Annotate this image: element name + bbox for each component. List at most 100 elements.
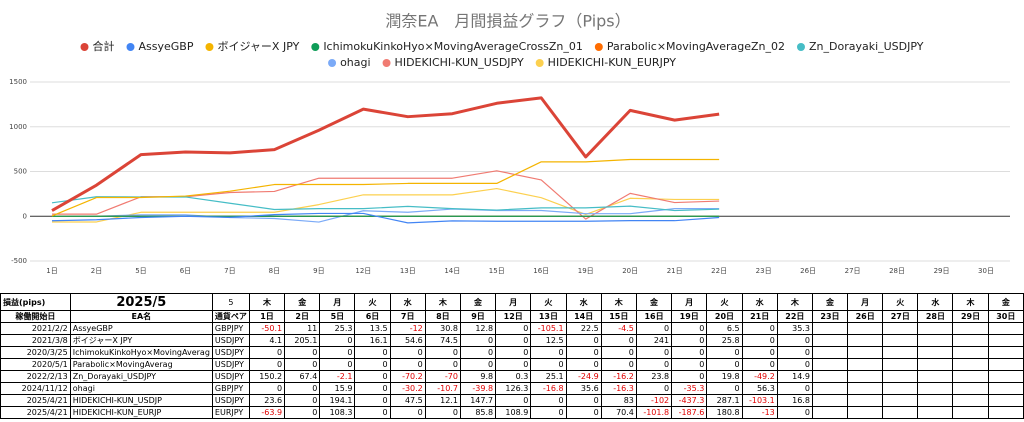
empty-cell <box>952 382 989 395</box>
empty-cell <box>847 406 884 419</box>
series-line <box>51 196 720 212</box>
x-tick-label: 7日 <box>224 267 235 275</box>
table-row: 損益(pips) 2025/5 5 木金月火水木金月火水木金月火水木金月火水木金 <box>0 293 1024 311</box>
pnl-value: -16.2 <box>600 370 637 383</box>
empty-cell <box>952 358 989 371</box>
pnl-value: 23.8 <box>635 370 673 383</box>
legend-item: HIDEKICHI-KUN_EURJPY <box>535 56 676 69</box>
pnl-value: 67.4 <box>284 370 321 383</box>
pnl-value: 25.3 <box>319 322 356 335</box>
pnl-value: 0 <box>530 346 567 359</box>
empty-cell <box>917 334 954 347</box>
currency-pair: USDJPY <box>211 358 250 371</box>
weekday-header: 月 <box>847 293 884 311</box>
empty-cell <box>847 382 884 395</box>
start-date: 2021/3/8 <box>0 334 71 347</box>
pnl-value: 0 <box>565 394 602 407</box>
weekday-header: 火 <box>882 293 919 311</box>
day-header: 23日 <box>811 310 849 323</box>
pnl-value: 12.8 <box>459 322 497 335</box>
start-date: 2020/5/1 <box>0 358 71 371</box>
empty-cell <box>882 370 919 383</box>
weekday-header: 火 <box>354 293 391 311</box>
ea-name: Zn_Dorayaki_USDJPY <box>69 370 213 383</box>
empty-cell <box>847 322 884 335</box>
pnl-value: 0 <box>565 346 602 359</box>
chart: 潤奈EA 月間損益グラフ（Pips） -500 0 500 1000 1500 1日 2日 5… <box>9 12 1010 275</box>
pnl-value: 0 <box>248 382 286 395</box>
day-header: 26日 <box>847 310 884 323</box>
legend-label: ohagi <box>340 56 370 69</box>
table-row: 稼働開始日 EA名 通貨ペア 1日 2日 5日 6日 7日 8日 9日 12日 13日 14日 15日 16… <box>0 310 1024 323</box>
y-tick-label: 1500 <box>9 78 27 86</box>
pnl-value: 0 <box>248 346 286 359</box>
pnl-value: -10.7 <box>424 382 461 395</box>
empty-cell <box>987 406 1024 419</box>
pnl-value: 0 <box>284 358 321 371</box>
legend-swatch <box>311 43 320 51</box>
x-tick-label: 23日 <box>756 267 772 275</box>
table-row: 2021/2/2 AssyeGBP GBPJPY -50.1 11 25.3 13.5 -12… <box>0 322 1024 335</box>
empty-cell <box>917 382 954 395</box>
pnl-value: 0 <box>319 334 356 347</box>
pnl-value: 0 <box>354 382 391 395</box>
pnl-value: -102 <box>635 394 673 407</box>
x-tick-label: 27日 <box>845 267 861 275</box>
pnl-value: 0.3 <box>495 370 532 383</box>
legend-item: 合計 <box>80 39 115 53</box>
weekday-header: 金 <box>811 293 849 311</box>
x-tick-label: 2日 <box>91 267 102 275</box>
start-date: 2021/2/2 <box>0 322 71 335</box>
day-header: 12日 <box>495 310 532 323</box>
pnl-value: 30.8 <box>424 322 461 335</box>
pnl-value: 0 <box>600 358 637 371</box>
day-header: 29日 <box>952 310 989 323</box>
day-header: 27日 <box>882 310 919 323</box>
legend-item: HIDEKICHI-KUN_USDJPY <box>382 56 524 69</box>
pnl-value: 0 <box>565 406 602 419</box>
x-tick-label: 13日 <box>400 267 416 275</box>
pnl-value: 108.3 <box>319 406 356 419</box>
empty-cell <box>917 322 954 335</box>
ea-name: Parabolic×MovingAverag <box>69 358 213 371</box>
weekday-header: 月 <box>495 293 532 311</box>
legend-swatch <box>205 43 214 51</box>
pnl-value: 0 <box>635 382 673 395</box>
x-tick-label: 8日 <box>269 267 280 275</box>
pnl-value: 11 <box>284 322 321 335</box>
empty-cell <box>847 346 884 359</box>
legend-swatch <box>126 43 135 51</box>
pnl-value: -50.1 <box>248 322 286 335</box>
pnl-value: 126.3 <box>495 382 532 395</box>
pnl-value: 56.3 <box>741 382 778 395</box>
pnl-value: -16.3 <box>600 382 637 395</box>
empty-cell <box>882 382 919 395</box>
day-header: 30日 <box>987 310 1024 323</box>
pnl-value: 150.2 <box>248 370 286 383</box>
pnl-value: 70.4 <box>600 406 637 419</box>
weekday-header: 木 <box>776 293 813 311</box>
pnl-value: 35.6 <box>565 382 602 395</box>
legend-item: AssyeGBP <box>126 40 194 53</box>
weekday-header: 木 <box>424 293 461 311</box>
month-selector[interactable]: 5 <box>211 293 250 311</box>
ea-name: ボイジャーX JPY <box>69 334 213 347</box>
weekday-header: 木 <box>248 293 286 311</box>
legend-label: Parabolic×MovingAverageZn_02 <box>607 40 785 53</box>
pnl-value: 0 <box>354 358 391 371</box>
pnl-value: 0 <box>284 382 321 395</box>
pnl-value: -13 <box>741 406 778 419</box>
pnl-value: 0 <box>389 346 426 359</box>
pnl-value: 13.5 <box>354 322 391 335</box>
empty-cell <box>811 382 849 395</box>
pnl-value: 0 <box>600 346 637 359</box>
pnl-value: 0 <box>354 406 391 419</box>
empty-cell <box>987 382 1024 395</box>
pnl-value: -24.9 <box>565 370 602 383</box>
x-tick-label: 5日 <box>135 267 146 275</box>
pnl-value: 0 <box>635 358 673 371</box>
currency-pair: GBPJPY <box>211 382 250 395</box>
pnl-value: 0 <box>319 358 356 371</box>
pnl-value: 25.1 <box>530 370 567 383</box>
pnl-value: -49.2 <box>741 370 778 383</box>
